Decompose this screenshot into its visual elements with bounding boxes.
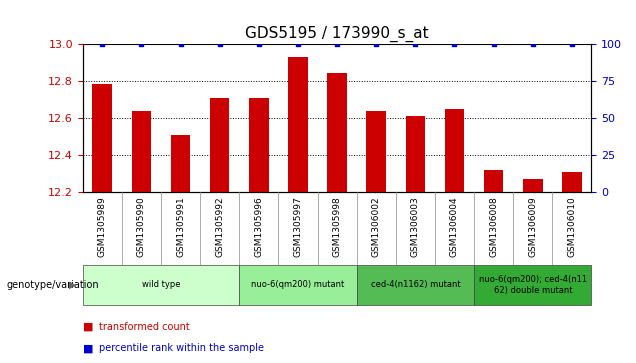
Text: nuo-6(qm200); ced-4(n11
62) double mutant: nuo-6(qm200); ced-4(n11 62) double mutan…	[479, 275, 587, 295]
Text: transformed count: transformed count	[99, 322, 190, 332]
Text: GSM1305990: GSM1305990	[137, 196, 146, 257]
Text: GSM1306003: GSM1306003	[411, 196, 420, 257]
Point	[97, 41, 107, 46]
Text: nuo-6(qm200) mutant: nuo-6(qm200) mutant	[251, 281, 345, 289]
Text: GSM1306004: GSM1306004	[450, 196, 459, 257]
Point	[488, 41, 499, 46]
Text: GSM1306002: GSM1306002	[371, 196, 381, 257]
Text: GSM1306009: GSM1306009	[529, 196, 537, 257]
Text: GSM1305996: GSM1305996	[254, 196, 263, 257]
Title: GDS5195 / 173990_s_at: GDS5195 / 173990_s_at	[245, 26, 429, 42]
Text: ■: ■	[83, 343, 93, 354]
Point	[567, 41, 577, 46]
Bar	[562, 172, 582, 192]
Text: ■: ■	[83, 322, 93, 332]
Bar	[170, 135, 190, 192]
Point	[176, 41, 186, 46]
Text: GSM1306010: GSM1306010	[567, 196, 576, 257]
Bar	[406, 116, 425, 192]
Text: percentile rank within the sample: percentile rank within the sample	[99, 343, 263, 354]
Text: GSM1306008: GSM1306008	[489, 196, 498, 257]
Text: GSM1305998: GSM1305998	[333, 196, 342, 257]
Bar	[328, 73, 347, 192]
Point	[450, 41, 460, 46]
Text: ▶: ▶	[69, 280, 76, 290]
Point	[136, 41, 146, 46]
Bar	[484, 170, 504, 192]
Point	[410, 41, 420, 46]
Text: GSM1305997: GSM1305997	[293, 196, 303, 257]
Text: wild type: wild type	[142, 281, 180, 289]
Bar	[288, 57, 308, 192]
Point	[214, 41, 225, 46]
Text: ced-4(n1162) mutant: ced-4(n1162) mutant	[371, 281, 460, 289]
Bar	[132, 110, 151, 192]
Text: GSM1305992: GSM1305992	[215, 196, 224, 257]
Text: GSM1305989: GSM1305989	[98, 196, 107, 257]
Point	[528, 41, 538, 46]
Bar	[366, 110, 386, 192]
Point	[293, 41, 303, 46]
Text: genotype/variation: genotype/variation	[6, 280, 99, 290]
Bar	[210, 98, 230, 192]
Bar	[249, 98, 268, 192]
Point	[332, 41, 342, 46]
Text: GSM1305991: GSM1305991	[176, 196, 185, 257]
Bar	[445, 109, 464, 192]
Bar	[92, 85, 112, 192]
Point	[254, 41, 264, 46]
Bar	[523, 179, 543, 192]
Point	[371, 41, 382, 46]
